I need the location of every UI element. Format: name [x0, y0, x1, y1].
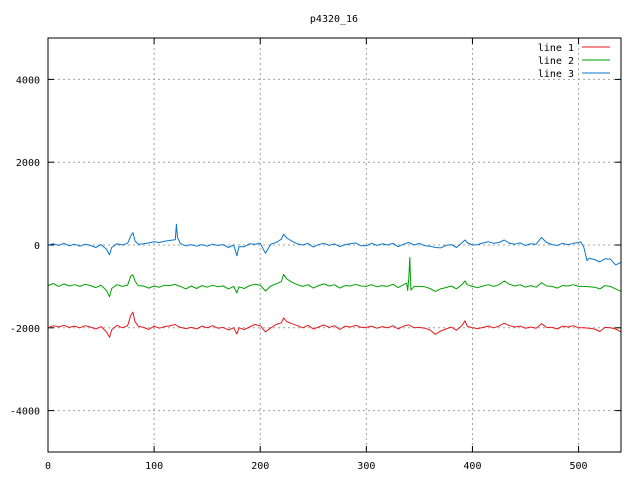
series-lines	[47, 223, 622, 338]
y-tick-label: 0	[34, 241, 40, 252]
legend-label-1: line 1	[538, 43, 574, 54]
x-tick-label: 200	[251, 461, 269, 472]
x-tick-label: 500	[570, 461, 588, 472]
grid-lines	[48, 38, 621, 452]
y-tick-label: -4000	[10, 407, 40, 418]
legend: line 1 line 2 line 3	[538, 43, 610, 80]
series-line-1	[47, 311, 622, 338]
y-tick-label: 2000	[16, 158, 40, 169]
y-tick-label: 4000	[16, 75, 40, 86]
x-tick-label: 400	[463, 461, 481, 472]
x-tick-label: 300	[357, 461, 375, 472]
legend-label-2: line 2	[538, 56, 574, 67]
legend-label-3: line 3	[538, 69, 574, 80]
series-line-3	[47, 223, 622, 266]
axis-ticks: 0 100 200 300 400 500 -4000 -2000 0 2000 4000	[10, 38, 621, 472]
plot-frame	[47, 37, 622, 453]
x-tick-label: 0	[45, 461, 51, 472]
x-tick-label: 100	[145, 461, 163, 472]
series-line-2	[47, 256, 622, 298]
y-tick-label: -2000	[10, 324, 40, 335]
chart-title: p4320_16	[310, 14, 358, 25]
